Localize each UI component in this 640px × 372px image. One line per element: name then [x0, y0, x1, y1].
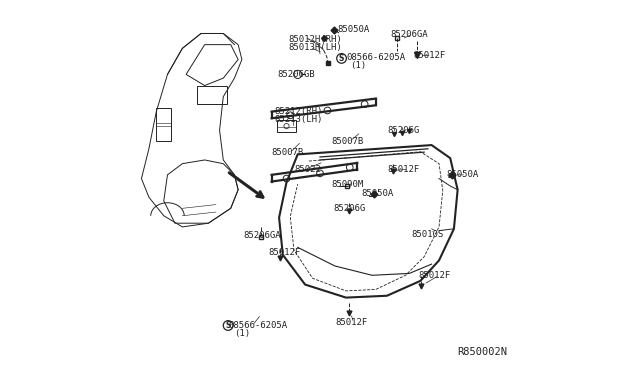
Circle shape [317, 170, 323, 177]
Bar [156, 108, 172, 141]
Text: 85013H(LH): 85013H(LH) [289, 43, 342, 52]
Text: S: S [225, 321, 231, 330]
Text: 08566-6205A: 08566-6205A [229, 321, 288, 330]
Text: 85206GA: 85206GA [244, 231, 282, 240]
Text: 85012F: 85012F [387, 165, 419, 174]
Text: 85007B: 85007B [331, 137, 364, 146]
Text: 85012F: 85012F [413, 51, 445, 60]
Circle shape [287, 112, 294, 119]
Circle shape [324, 107, 331, 114]
Text: 08566-6205A: 08566-6205A [346, 53, 405, 62]
Text: S: S [339, 54, 344, 63]
Text: 85050A: 85050A [338, 25, 370, 34]
Text: 85206GA: 85206GA [390, 30, 428, 39]
Circle shape [362, 101, 368, 108]
Text: 85007B: 85007B [271, 148, 304, 157]
Text: (1): (1) [234, 329, 251, 338]
Text: 85022: 85022 [294, 165, 321, 174]
Text: 85213(LH): 85213(LH) [275, 115, 323, 124]
Bar [277, 120, 296, 132]
Circle shape [283, 175, 290, 182]
Circle shape [346, 164, 353, 171]
Text: 85012H(RH): 85012H(RH) [289, 35, 342, 44]
Text: 85206GB: 85206GB [277, 70, 315, 79]
Text: 85206G: 85206G [387, 126, 419, 135]
Bar [197, 86, 227, 104]
Text: (1): (1) [351, 61, 367, 70]
Text: 85050A: 85050A [361, 189, 393, 198]
Text: 85012F: 85012F [268, 248, 300, 257]
Text: 85012F: 85012F [419, 271, 451, 280]
Text: 85010S: 85010S [411, 230, 444, 239]
Text: 85212(RH): 85212(RH) [275, 107, 323, 116]
Text: 85090M: 85090M [331, 180, 364, 189]
Text: 85012F: 85012F [335, 318, 367, 327]
Text: R850002N: R850002N [458, 347, 508, 356]
Text: 85050A: 85050A [447, 170, 479, 179]
Text: 85206G: 85206G [333, 204, 365, 213]
